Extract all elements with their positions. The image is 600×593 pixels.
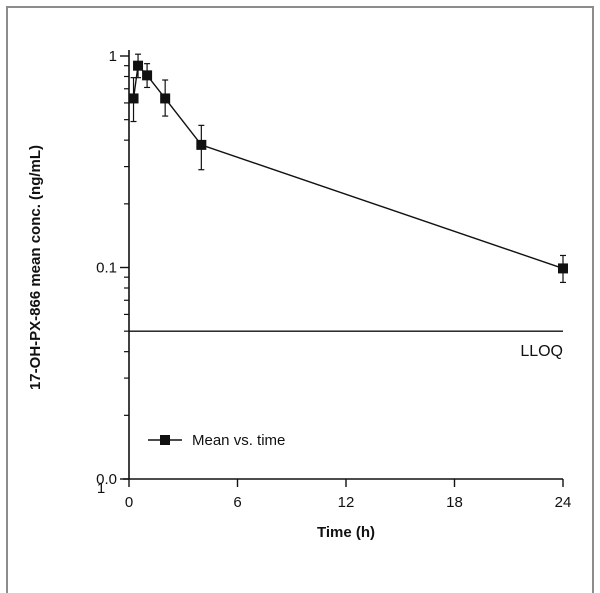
y-tick-label: 1 <box>109 48 117 65</box>
x-axis-title: Time (h) <box>317 524 375 541</box>
y-tick-label: 0.1 <box>96 260 117 277</box>
axes <box>123 50 563 480</box>
x-tick-label: 24 <box>555 494 572 511</box>
x-origin-label: 1 <box>97 480 105 497</box>
data-point-marker <box>133 60 144 71</box>
legend-label: Mean vs. time <box>192 432 285 449</box>
x-tick-label: 6 <box>233 494 241 511</box>
data-point-marker <box>160 93 171 104</box>
x-tick-label: 18 <box>446 494 463 511</box>
x-tick-label: 0 <box>125 494 133 511</box>
legend: Mean vs. time <box>148 432 285 449</box>
data-point-marker <box>128 93 139 104</box>
series-group <box>128 53 568 284</box>
data-point-marker <box>196 139 207 150</box>
chart-frame <box>6 6 594 593</box>
x-tick-label: 12 <box>338 494 355 511</box>
data-point-marker <box>142 70 153 81</box>
data-point-marker <box>558 263 568 274</box>
reference-lines: LLOQ <box>129 330 563 360</box>
legend-marker <box>160 435 170 445</box>
series-line <box>132 64 564 270</box>
y-tick-label: 0.0 <box>96 471 117 488</box>
lloq-label: LLOQ <box>520 343 563 360</box>
ticks: 1 0.1 0.0 0 6 12 18 24 1 <box>96 48 571 511</box>
y-axis-title: 17-OH-PX-866 mean conc. (ng/mL) <box>27 145 44 390</box>
